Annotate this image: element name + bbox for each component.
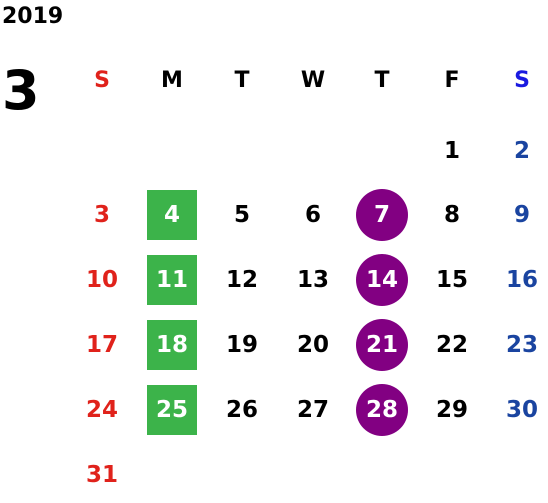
day-number: 18 (155, 332, 188, 358)
day-cell[interactable]: 23 (495, 318, 548, 372)
day-number: 6 (304, 202, 321, 228)
day-number: 11 (155, 267, 188, 293)
day-cell-green-mark[interactable]: 11 (145, 253, 199, 307)
day-cell[interactable]: 12 (215, 253, 269, 307)
weekday-header: S (75, 53, 129, 107)
year-label: 2019 (2, 4, 64, 29)
day-cell-purple-mark[interactable]: 21 (355, 318, 409, 372)
day-cell-purple-mark[interactable]: 28 (355, 383, 409, 437)
weekday-header: W (286, 53, 340, 107)
day-number: 23 (505, 332, 538, 358)
day-number: 4 (163, 202, 180, 228)
weekday-label: S (514, 67, 530, 93)
day-cell[interactable]: 16 (495, 253, 548, 307)
day-number: 30 (505, 397, 538, 423)
day-number: 20 (296, 332, 329, 358)
day-number: 5 (233, 202, 250, 228)
day-number: 14 (365, 267, 398, 293)
day-number: 1 (443, 138, 460, 164)
day-cell[interactable]: 17 (75, 318, 129, 372)
day-number: 7 (373, 202, 390, 228)
day-number: 29 (435, 397, 468, 423)
day-number: 9 (513, 202, 530, 228)
weekday-label: F (444, 67, 460, 93)
day-number: 2 (513, 138, 530, 164)
day-cell-green-mark[interactable]: 25 (145, 383, 199, 437)
weekday-header: S (495, 53, 548, 107)
day-cell[interactable]: 13 (286, 253, 340, 307)
weekday-header: T (215, 53, 269, 107)
weekday-header: F (425, 53, 479, 107)
day-cell[interactable]: 8 (425, 188, 479, 242)
day-cell[interactable]: 1 (425, 124, 479, 178)
day-number: 13 (296, 267, 329, 293)
day-number: 25 (155, 397, 188, 423)
day-number: 10 (85, 267, 118, 293)
day-cell[interactable]: 3 (75, 188, 129, 242)
day-number: 3 (93, 202, 110, 228)
day-number: 22 (435, 332, 468, 358)
day-cell-purple-mark[interactable]: 7 (355, 188, 409, 242)
weekday-header: T (355, 53, 409, 107)
weekday-label: M (161, 67, 183, 93)
day-number: 28 (365, 397, 398, 423)
day-number: 15 (435, 267, 468, 293)
day-number: 24 (85, 397, 118, 423)
day-cell[interactable]: 6 (286, 188, 340, 242)
day-cell[interactable]: 22 (425, 318, 479, 372)
day-cell[interactable]: 27 (286, 383, 340, 437)
day-cell[interactable]: 24 (75, 383, 129, 437)
day-number: 19 (225, 332, 258, 358)
day-number: 26 (225, 397, 258, 423)
day-number: 17 (85, 332, 118, 358)
day-cell[interactable]: 30 (495, 383, 548, 437)
day-number: 31 (85, 462, 118, 488)
day-cell-green-mark[interactable]: 4 (145, 188, 199, 242)
day-cell[interactable]: 29 (425, 383, 479, 437)
day-cell[interactable]: 9 (495, 188, 548, 242)
day-number: 12 (225, 267, 258, 293)
day-cell-purple-mark[interactable]: 14 (355, 253, 409, 307)
day-cell[interactable]: 19 (215, 318, 269, 372)
month-number: 3 (2, 59, 40, 122)
day-number: 16 (505, 267, 538, 293)
day-cell[interactable]: 31 (75, 448, 129, 502)
day-cell[interactable]: 15 (425, 253, 479, 307)
day-cell[interactable]: 20 (286, 318, 340, 372)
weekday-label: W (300, 67, 326, 93)
day-cell[interactable]: 5 (215, 188, 269, 242)
weekday-header: M (145, 53, 199, 107)
day-cell[interactable]: 2 (495, 124, 548, 178)
day-cell[interactable]: 26 (215, 383, 269, 437)
day-cell[interactable]: 10 (75, 253, 129, 307)
day-number: 8 (443, 202, 460, 228)
day-cell-green-mark[interactable]: 18 (145, 318, 199, 372)
weekday-label: S (94, 67, 110, 93)
weekday-label: T (234, 67, 250, 93)
day-number: 21 (365, 332, 398, 358)
day-number: 27 (296, 397, 329, 423)
weekday-label: T (374, 67, 390, 93)
